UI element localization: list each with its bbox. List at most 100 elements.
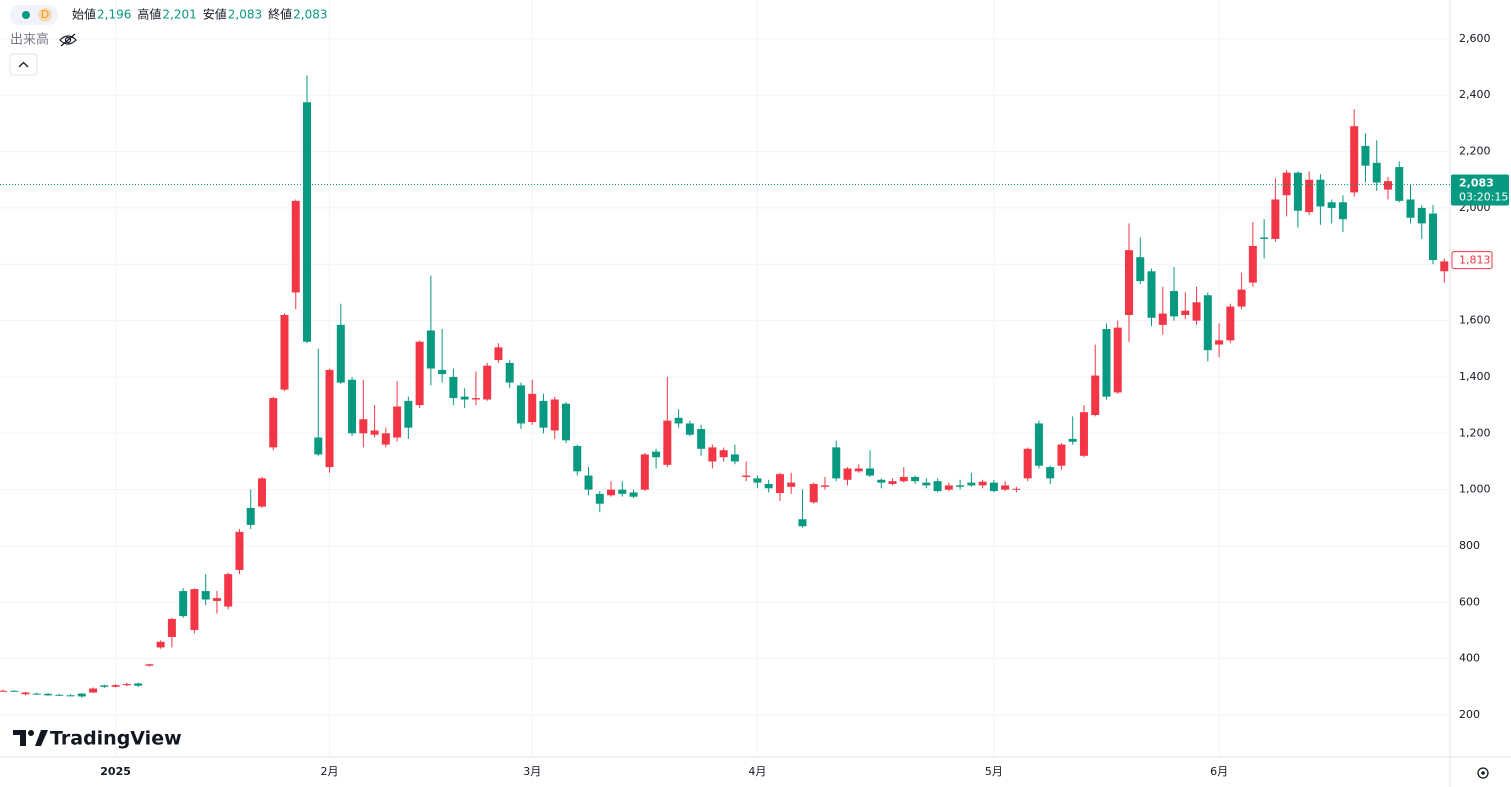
candle-body [1316, 179, 1325, 207]
candle-body [1293, 172, 1302, 211]
candle-body [1192, 302, 1201, 321]
candle-body [224, 574, 233, 607]
candle-body [89, 688, 98, 693]
candle-body [742, 475, 751, 477]
candle-body [32, 693, 41, 695]
candle-body [449, 376, 458, 399]
candle-body [494, 347, 503, 361]
candle-body [55, 694, 64, 696]
candle-body [44, 693, 53, 696]
x-tick-label: 6月 [1210, 765, 1228, 778]
x-tick-label: 2月 [321, 765, 339, 778]
y-tick-label: 2,400 [1459, 88, 1491, 101]
candle-body [1327, 202, 1336, 208]
candle-body [1158, 313, 1167, 325]
legend-value: 2,201 [162, 8, 196, 22]
ohlc-legend: 始値 2,196 高値 2,201 安値 2,083 終値 2,083 [72, 7, 328, 22]
candle-body [1057, 444, 1066, 466]
volume-label: 出来高 [10, 32, 49, 48]
candle-body [629, 492, 638, 497]
candle-body [775, 474, 784, 494]
candle-body [798, 519, 807, 527]
candle-body [212, 598, 221, 601]
candle-body [978, 481, 987, 486]
y-tick-label: 800 [1459, 539, 1480, 552]
candle-body [66, 695, 75, 697]
candle-body [809, 484, 818, 503]
candle-body [257, 478, 266, 507]
candle-body [10, 690, 19, 692]
candle-body [607, 489, 616, 496]
y-tick-label: 200 [1459, 708, 1480, 721]
candle-body [1271, 199, 1280, 239]
candle-body [122, 684, 131, 686]
candle-body [483, 365, 492, 400]
candle-body [1282, 172, 1291, 196]
x-tick-label: 5月 [985, 765, 1003, 778]
candle-body [246, 507, 255, 525]
candle-body [1203, 295, 1212, 351]
candle-body [460, 396, 469, 400]
y-tick-label: 1,600 [1459, 314, 1491, 327]
candle-body [877, 479, 886, 483]
candle-body [933, 481, 942, 492]
candle-body [1125, 250, 1133, 315]
candle-body [1395, 167, 1404, 201]
caret-icon [18, 61, 29, 68]
legend-value: 2,196 [97, 8, 131, 22]
candle-body [674, 417, 683, 424]
candle-body [663, 420, 672, 465]
settings-dot [1481, 771, 1485, 775]
settings-icon[interactable] [1477, 767, 1489, 779]
candles [0, 75, 1449, 698]
candle-body [1034, 423, 1043, 466]
candle-body [888, 481, 897, 485]
candle-body [393, 406, 402, 438]
legend-value: 2,083 [228, 8, 262, 22]
candle-body [1046, 467, 1055, 479]
candle-body [1102, 329, 1111, 397]
candle-body [359, 419, 368, 434]
candle-body [0, 690, 7, 692]
candle-body [1215, 340, 1224, 345]
candle-body [269, 398, 278, 448]
candle-body [832, 447, 841, 479]
legend-key: 安値 [203, 7, 227, 22]
candle-body [640, 454, 649, 490]
candle-body [1383, 181, 1392, 190]
candle-body [618, 489, 627, 494]
candle-body [1417, 207, 1426, 224]
candle-body [539, 400, 548, 428]
candle-body [764, 484, 773, 489]
candle-body [336, 324, 345, 383]
candle-body [370, 430, 379, 435]
hide-icon[interactable] [59, 33, 77, 47]
candle-body [584, 475, 593, 490]
candle-body [685, 423, 694, 435]
candle-body [1181, 310, 1190, 315]
candle-body [708, 447, 717, 462]
price-label: 1,813 [1459, 254, 1491, 267]
candle-body [1248, 245, 1257, 283]
interval-badge [38, 8, 52, 22]
candle-body [1001, 485, 1010, 490]
candle-body [190, 589, 199, 630]
candle-body [911, 476, 920, 482]
symbol-pill[interactable] [10, 5, 58, 25]
candle-body [528, 393, 537, 423]
candle-body [516, 385, 525, 424]
collapse-button[interactable] [9, 53, 38, 76]
candle-body [505, 362, 514, 383]
candle-body [291, 200, 300, 293]
candle-body [1091, 375, 1100, 415]
candle-body [1012, 488, 1021, 490]
candle-body [1361, 145, 1370, 166]
candle-body [719, 450, 728, 458]
candle-body [1068, 438, 1077, 442]
candle-body [21, 692, 30, 695]
brand-name: TradingView [50, 728, 182, 750]
y-tick-label: 2,600 [1459, 32, 1491, 45]
candle-body [145, 664, 154, 666]
candle-body [1113, 327, 1122, 393]
